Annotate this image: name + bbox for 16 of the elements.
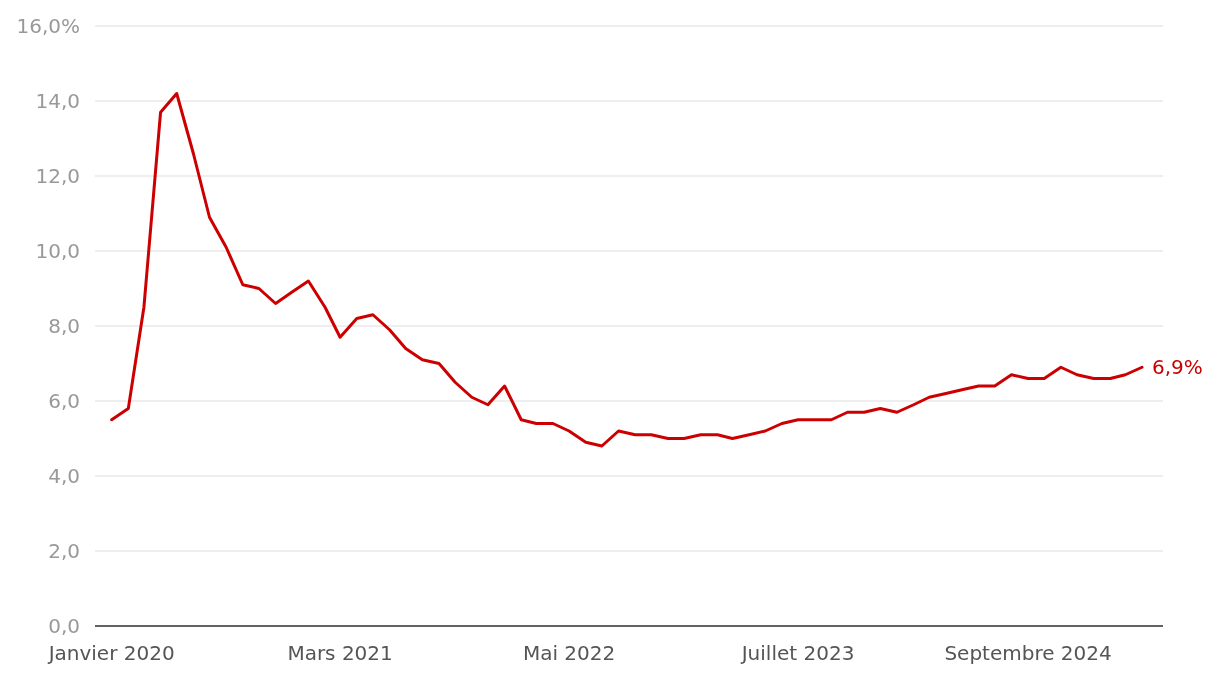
y-tick-label: 4,0 [48, 464, 80, 488]
x-tick-label: Mars 2021 [287, 641, 393, 665]
x-tick-label: Septembre 2024 [944, 641, 1112, 665]
y-tick-label: 16,0% [16, 14, 80, 38]
x-tick-label: Mai 2022 [522, 641, 616, 665]
y-tick-label: 8,0 [48, 314, 80, 338]
y-tick-label: 2,0 [48, 539, 80, 563]
y-tick-label: 10,0 [35, 239, 80, 263]
y-tick-label: 14,0 [35, 89, 80, 113]
y-tick-label: 0,0 [48, 614, 80, 638]
x-tick-label: Janvier 2020 [46, 641, 175, 665]
annotation: 6,9% [1152, 355, 1203, 380]
y-tick-label: 12,0 [35, 164, 80, 188]
line-series [110, 92, 1144, 448]
x-tick-label: Juillet 2023 [739, 641, 855, 665]
y-tick-label: 6,0 [48, 389, 80, 413]
